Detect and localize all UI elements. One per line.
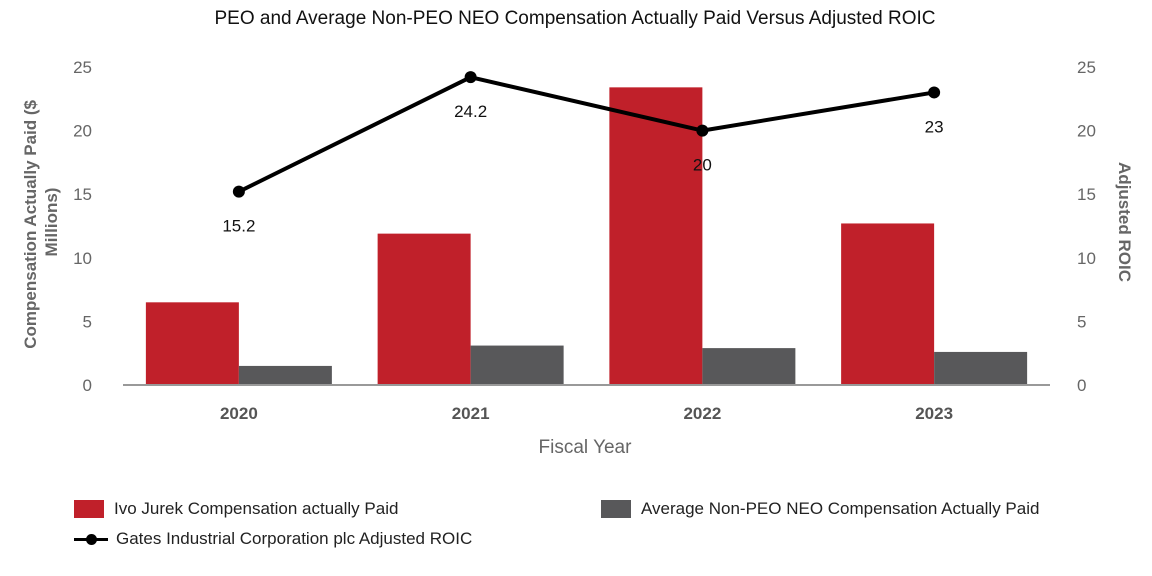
legend-swatch-peo: [74, 500, 104, 518]
bar-neo-2023: [934, 351, 1028, 385]
y-axis-title-left: Compensation Actually Paid ($ Millions): [21, 95, 61, 348]
y-tick-label-right: 5: [1077, 312, 1086, 331]
y-tick-label-right: 20: [1077, 122, 1096, 141]
x-tick-label: 2020: [220, 404, 258, 423]
bar-peo-2021: [377, 233, 471, 385]
y-tick-label-right: 15: [1077, 185, 1096, 204]
x-axis-title: Fiscal Year: [539, 437, 633, 458]
y-tick-label-left: 20: [73, 122, 92, 141]
y-tick-label-right: 10: [1077, 249, 1096, 268]
roic-data-label: 15.2: [222, 217, 255, 236]
legend-label-roic: Gates Industrial Corporation plc Adjuste…: [116, 529, 473, 548]
y-tick-label-left: 15: [73, 185, 92, 204]
y-tick-label-left: 10: [73, 249, 92, 268]
roic-data-label: 23: [925, 117, 944, 136]
x-tick-label: 2023: [915, 404, 953, 423]
y-tick-label-right: 0: [1077, 376, 1086, 395]
legend-swatch-neo: [601, 500, 631, 518]
bar-neo-2021: [470, 345, 564, 385]
roic-point-2020: [232, 185, 245, 198]
roic-point-2023: [928, 86, 941, 99]
legend-item-roic: Gates Industrial Corporation plc Adjuste…: [74, 529, 472, 549]
y-tick-label-left: 25: [73, 58, 92, 77]
y-tick-label-left: 0: [83, 376, 92, 395]
roic-point-2021: [464, 71, 477, 84]
roic-data-label: 24.2: [454, 102, 487, 121]
y-tick-label-right: 25: [1077, 58, 1096, 77]
bar-peo-2023: [841, 223, 935, 385]
chart-title: PEO and Average Non-PEO NEO Compensation…: [215, 8, 936, 29]
y-tick-label-left: 5: [83, 312, 92, 331]
roic-point-2022: [696, 124, 709, 137]
bar-peo-2022: [609, 87, 703, 386]
x-tick-label: 2021: [452, 404, 490, 423]
x-tick-label: 2022: [683, 404, 721, 423]
roic-line: [237, 75, 935, 194]
y-axis-title-right: Adjusted ROIC: [1115, 162, 1134, 282]
legend-item-neo: Average Non-PEO NEO Compensation Actuall…: [601, 499, 1039, 519]
legend-line-marker: [74, 530, 108, 548]
legend-item-peo: Ivo Jurek Compensation actually Paid: [74, 499, 398, 519]
roic-data-label: 20: [693, 156, 712, 175]
bar-neo-2022: [702, 348, 796, 385]
bar-neo-2020: [238, 365, 332, 385]
legend-label-neo: Average Non-PEO NEO Compensation Actuall…: [641, 499, 1040, 518]
bar-peo-2020: [145, 302, 239, 385]
legend-label-peo: Ivo Jurek Compensation actually Paid: [114, 499, 399, 518]
